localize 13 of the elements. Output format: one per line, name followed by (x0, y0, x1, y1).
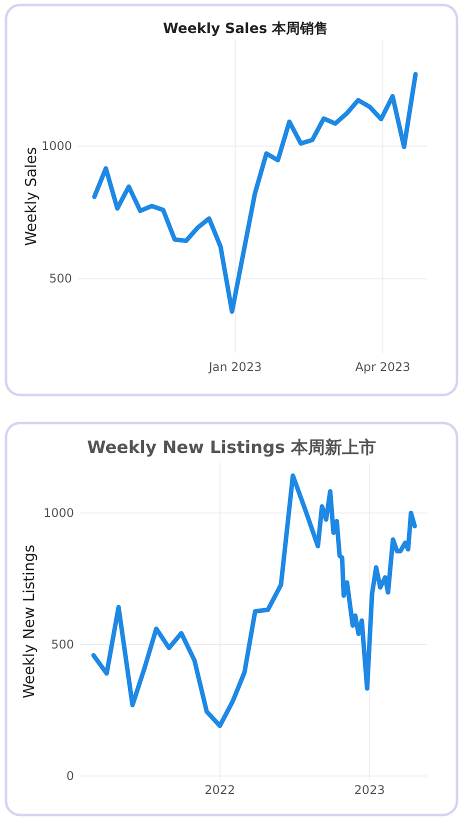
y-tick-label: 1000 (43, 506, 74, 520)
y-tick-label: 500 (49, 272, 72, 286)
y-axis-title: Weekly New Listings (20, 544, 38, 698)
x-tick-label: Jan 2023 (208, 360, 262, 374)
chart-title: Weekly New Listings 本周新上市 (87, 438, 376, 458)
x-tick-label: 2023 (354, 783, 385, 797)
x-tick-label: 2022 (204, 783, 236, 797)
x-tick-label: Apr 2023 (355, 360, 410, 374)
chart-title: Weekly Sales 本周销售 (162, 21, 328, 37)
y-tick-label: 1000 (41, 139, 72, 154)
y-tick-label: 0 (66, 769, 74, 784)
y-tick-label: 500 (51, 638, 74, 652)
y-axis-title: Weekly Sales (22, 146, 40, 246)
